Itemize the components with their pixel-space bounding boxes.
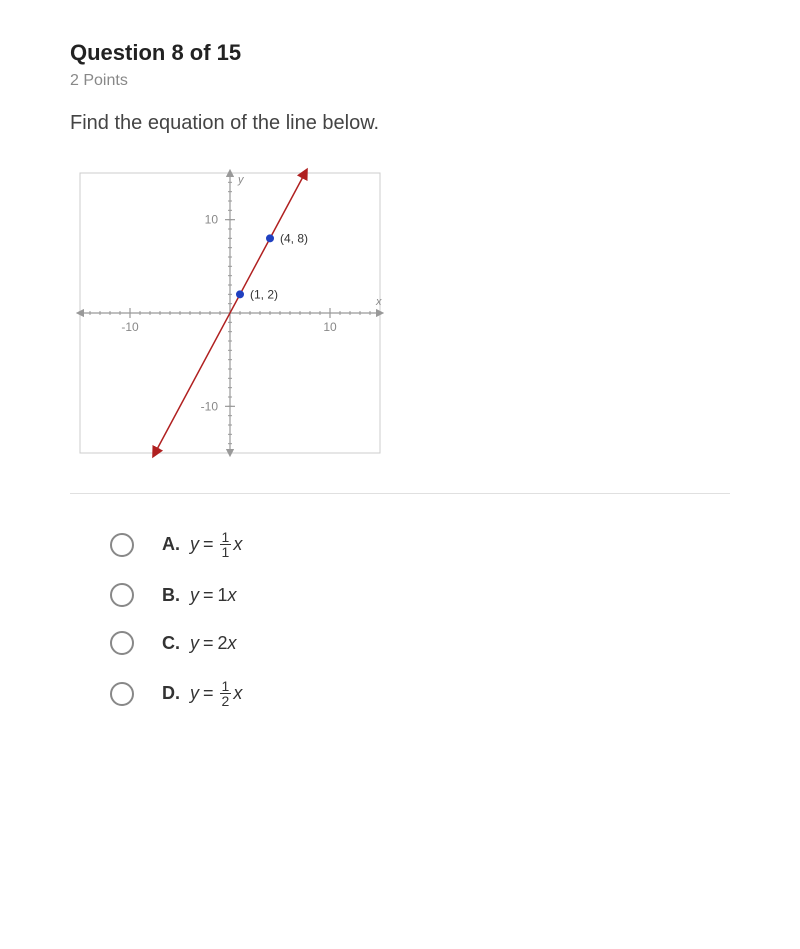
section-divider bbox=[70, 493, 730, 494]
svg-text:10: 10 bbox=[323, 320, 337, 334]
question-prompt: Find the equation of the line below. bbox=[70, 112, 730, 135]
svg-text:(4, 8): (4, 8) bbox=[280, 231, 308, 245]
svg-text:10: 10 bbox=[205, 213, 219, 227]
radio-c[interactable] bbox=[110, 631, 134, 655]
answer-list: A. y = 11 x B. y = 1 x C. y = 2 x D. y bbox=[70, 530, 730, 708]
graph-figure: -101010-10xy(1, 2)(4, 8) bbox=[70, 163, 390, 463]
radio-a[interactable] bbox=[110, 533, 134, 557]
answer-math-a: y = 11 x bbox=[190, 530, 242, 559]
svg-text:(1, 2): (1, 2) bbox=[250, 287, 278, 301]
svg-text:-10: -10 bbox=[201, 399, 219, 413]
radio-d[interactable] bbox=[110, 682, 134, 706]
answer-math-d: y = 12 x bbox=[190, 679, 242, 708]
answer-letter-c: C. bbox=[162, 633, 180, 654]
answer-letter-d: D. bbox=[162, 683, 180, 704]
answer-option-c[interactable]: C. y = 2 x bbox=[110, 631, 730, 655]
answer-math-b: y = 1 x bbox=[190, 585, 237, 606]
svg-text:-10: -10 bbox=[121, 320, 139, 334]
answer-option-b[interactable]: B. y = 1 x bbox=[110, 583, 730, 607]
graph-svg: -101010-10xy(1, 2)(4, 8) bbox=[70, 163, 390, 463]
answer-letter-a: A. bbox=[162, 534, 180, 555]
answer-option-d[interactable]: D. y = 12 x bbox=[110, 679, 730, 708]
points-label: 2 Points bbox=[70, 72, 730, 90]
answer-letter-b: B. bbox=[162, 585, 180, 606]
question-number: Question 8 of 15 bbox=[70, 40, 730, 66]
answer-math-c: y = 2 x bbox=[190, 633, 237, 654]
svg-text:x: x bbox=[375, 296, 382, 308]
answer-option-a[interactable]: A. y = 11 x bbox=[110, 530, 730, 559]
radio-b[interactable] bbox=[110, 583, 134, 607]
